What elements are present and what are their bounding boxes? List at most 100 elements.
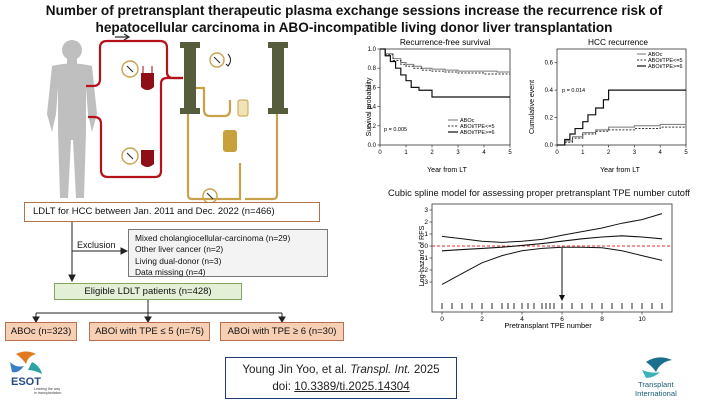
citation-doi-link[interactable]: 10.3389/ti.2025.14304 <box>294 380 410 393</box>
exclusion-box: Mixed cholangiocellular-carcinoma (n=29)… <box>128 229 328 277</box>
spline-y-tick-label: 1 <box>424 231 428 238</box>
rfs-y-tick-label: 0.4 <box>368 105 377 111</box>
hcc-x-axis-label: Year from LT <box>600 167 640 174</box>
exclusion-item: Mixed cholangiocellular-carcinoma (n=29) <box>135 233 291 243</box>
spline-plot: 0 2 4 6 8 10 -3 -2 -1 0 1 2 3 <box>422 203 673 323</box>
citation-box: Young Jin Yoo, et al. Transpl. Int. 2025… <box>225 357 457 399</box>
rfs-x-tick-label: 5 <box>508 150 512 156</box>
plasma-filter-icon <box>268 42 288 114</box>
hcc-x-tick-label: 1 <box>581 150 585 156</box>
spline-chart: Log-hazard of RFS Pretransplant TPE numb… <box>417 203 673 330</box>
esot-logo-text: ESOT <box>11 376 41 388</box>
hcc-y-tick-label: 0.6 <box>545 61 554 67</box>
rfs-y-tick-label: 0.6 <box>368 85 377 91</box>
rfs-legend: ABOc ABOi/TPE<=5 ABOi/TPE>=6 <box>448 118 495 136</box>
citation-authors: Young Jin Yoo, et al. <box>242 363 348 376</box>
rfs-x-tick-label: 2 <box>430 150 434 156</box>
esot-tagline-2: in transplantation <box>34 391 61 395</box>
rfs-x-tick-label: 3 <box>456 150 460 156</box>
hcc-legend: ABOc ABOi/TPE<=5 ABOi/TPE>=6 <box>637 52 683 70</box>
plasma-bag-icon <box>223 99 249 152</box>
hcc-legend-tpe-le5: ABOi/TPE<=5 <box>648 58 683 64</box>
spline-y-tick-label: -2 <box>422 267 428 274</box>
hcc-p-value: p = 0.014 <box>562 88 585 94</box>
spline-y-tick-label: 3 <box>424 207 428 214</box>
group-box-aboc: ABOc (n=323) <box>5 322 77 341</box>
group-box-tpe-ge6: ABOi with TPE ≥ 6 (n=30) <box>220 322 344 341</box>
transplant-international-logo: Transplant International <box>635 357 677 398</box>
tpe-circuit-illustration <box>47 33 288 204</box>
hcc-y-tick-label: 0.2 <box>545 116 554 122</box>
exclusion-item: Data missing (n=4) <box>135 266 206 277</box>
exclusion-label: Exclusion <box>77 240 116 250</box>
rfs-legend-tpe-ge6: ABOi/TPE>=6 <box>460 130 495 136</box>
hcc-km-chart: HCC recurrence Cumulative event Year fro… <box>529 37 688 174</box>
flowchart-connectors <box>32 222 286 323</box>
spline-x-tick-label: 6 <box>560 316 564 323</box>
title-line-2: hepatocellular carcinoma in ABO-incompat… <box>95 20 613 35</box>
rfs-x-tick-label: 4 <box>482 150 486 156</box>
rfs-x-tick-label: 1 <box>404 150 408 156</box>
rfs-p-value: p = 0.005 <box>384 127 407 133</box>
spline-x-axis-label: Pretransplant TPE number <box>504 321 592 330</box>
rfs-y-axis-label: Survival probability <box>366 77 373 136</box>
citation-journal: Transpl. Int. <box>350 363 411 376</box>
esot-tagline-1: Leading the way <box>34 387 60 391</box>
rfs-legend-tpe-le5: ABOi/TPE<=5 <box>460 124 495 130</box>
hcc-series-line <box>557 126 686 146</box>
rfs-series <box>380 48 510 98</box>
hcc-series-line <box>557 89 686 146</box>
hcc-x-tick-label: 0 <box>555 150 559 156</box>
rfs-x-tick-label: 0 <box>378 150 382 156</box>
citation-year: 2025 <box>413 363 440 376</box>
spline-x-tick-label: 4 <box>520 316 524 323</box>
blood-bag-icon <box>141 66 154 167</box>
spline-chart-title: Cubic spline model for assessing proper … <box>388 188 690 198</box>
hcc-series-line <box>557 123 687 146</box>
group-box-tpe-le5: ABOi with TPE ≤ 5 (n=75) <box>89 322 210 341</box>
rfs-axes: 0 1 2 3 4 5 0.0 0.2 0.4 0.6 0.8 1.0 <box>368 47 513 156</box>
plasma-separator-icon <box>180 42 200 114</box>
hcc-x-tick-label: 3 <box>633 150 637 156</box>
spline-x-tick-label: 0 <box>440 316 444 323</box>
spline-x-tick-label: 8 <box>600 316 604 323</box>
esot-logo: ESOT Leading the way in transplantation <box>10 351 61 395</box>
rfs-km-chart: Recurrence-free survival Survival probab… <box>366 37 513 174</box>
hcc-plot-frame <box>556 48 687 146</box>
hcc-legend-aboc: ABOc <box>648 52 663 58</box>
spline-series-line <box>441 235 663 252</box>
figure-title: Number of pretransplant therapeutic plas… <box>0 2 708 36</box>
human-silhouette-icon <box>47 40 97 198</box>
rfs-y-tick-label: 0.2 <box>368 124 377 130</box>
hcc-y-tick-label: 0.0 <box>545 143 554 149</box>
flow-start-box: LDLT for HCC between Jan. 2011 and Dec. … <box>24 202 320 222</box>
hcc-axes: 0 1 2 3 4 5 0.0 0.2 0.4 0.6 <box>545 48 688 156</box>
eligible-box: Eligible LDLT patients (n=428) <box>54 283 242 300</box>
rfs-chart-title: Recurrence-free survival <box>400 37 491 47</box>
spline-x-tick-label: 2 <box>480 316 484 323</box>
ti-logo-line-1: Transplant <box>638 380 674 389</box>
spline-y-tick-label: -1 <box>422 255 428 262</box>
title-line-1: Number of pretransplant therapeutic plas… <box>45 3 663 18</box>
rfs-series-line <box>380 48 510 75</box>
blood-pump-icon <box>121 52 225 204</box>
spline-y-tick-label: 0 <box>424 243 428 250</box>
rfs-y-tick-label: 0.0 <box>368 143 377 149</box>
spline-series-line <box>441 246 663 285</box>
ti-logo-line-2: International <box>635 389 677 398</box>
rfs-series-line <box>380 48 510 98</box>
hcc-y-tick-label: 0.4 <box>545 88 554 94</box>
rfs-legend-aboc: ABOc <box>460 118 475 124</box>
spline-cutoff-arrowhead <box>559 295 565 301</box>
citation-line: Young Jin Yoo, et al. Transpl. Int. 2025 <box>226 361 456 378</box>
spline-series-line <box>441 213 663 243</box>
hcc-x-tick-label: 2 <box>607 150 611 156</box>
spline-y-axis-label: Log-hazard of RFS <box>417 225 426 286</box>
hcc-y-axis-label: Cumulative event <box>529 80 536 134</box>
hcc-series <box>557 89 687 146</box>
rfs-y-tick-label: 0.8 <box>368 66 377 72</box>
exclusion-item: Other liver cancer (n=2) <box>135 244 224 255</box>
hcc-x-tick-label: 4 <box>659 150 663 156</box>
hcc-chart-title: HCC recurrence <box>588 37 648 47</box>
citation-doi-label: doi: <box>272 380 292 393</box>
